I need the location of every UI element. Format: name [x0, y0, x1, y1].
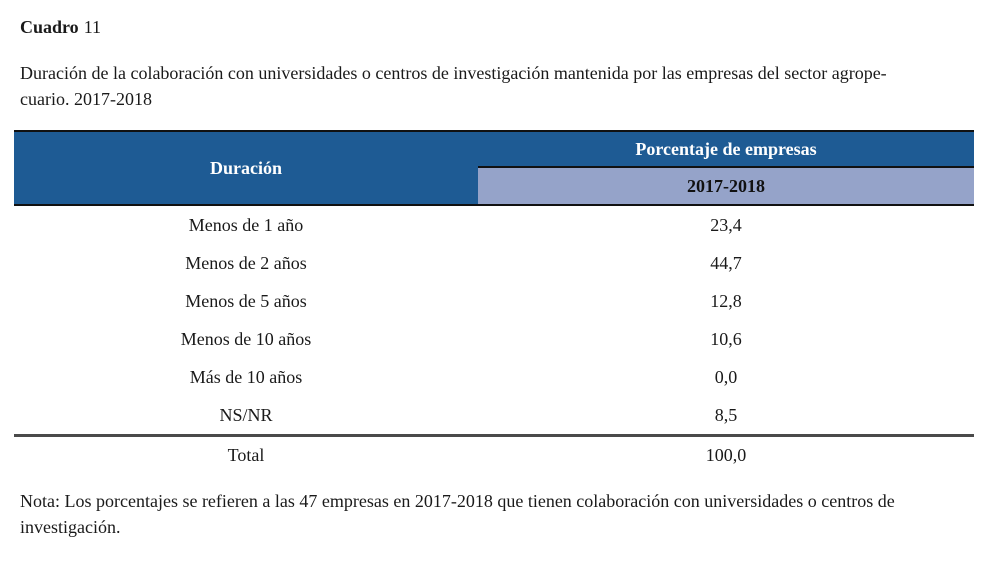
- row-label: Menos de 10 años: [180, 328, 312, 349]
- header-cell-period: 2017-2018: [478, 168, 974, 204]
- note-line-1: Nota: Los porcentajes se refieren a las …: [20, 491, 895, 511]
- data-table: Duración Porcentaje de empresas 2017-201…: [14, 130, 974, 474]
- row-value: 8,5: [714, 404, 738, 425]
- header-right-group: Porcentaje de empresas 2017-2018: [478, 132, 974, 204]
- subtitle-line-1: Duración de la colaboración con universi…: [20, 63, 887, 83]
- table-body: Menos de 1 año 23,4 Menos de 2 años 44,7…: [14, 206, 974, 474]
- note-line-2: investigación.: [20, 517, 121, 537]
- row-value: 0,0: [714, 366, 738, 387]
- table-row: Menos de 2 años 44,7: [14, 244, 974, 282]
- caption-number: 11: [83, 17, 102, 37]
- table-caption: Cuadro 11: [20, 16, 988, 38]
- header-cell-porcentaje: Porcentaje de empresas: [478, 132, 974, 168]
- table-header: Duración Porcentaje de empresas 2017-201…: [14, 130, 974, 206]
- table-total-row: Total 100,0: [14, 434, 974, 474]
- row-label: Menos de 5 años: [185, 290, 307, 311]
- table-subtitle: Duración de la colaboración con universi…: [20, 60, 980, 112]
- total-value: 100,0: [705, 445, 747, 465]
- table-row: Más de 10 años 0,0: [14, 358, 974, 396]
- table-row: Menos de 10 años 10,6: [14, 320, 974, 358]
- table-note: Nota: Los porcentajes se refieren a las …: [20, 488, 988, 540]
- row-label: Más de 10 años: [189, 366, 303, 387]
- row-value: 44,7: [710, 252, 742, 273]
- caption-word: Cuadro: [20, 17, 79, 37]
- row-value: 10,6: [710, 328, 742, 349]
- row-value: 12,8: [710, 290, 742, 311]
- header-cell-duracion: Duración: [14, 132, 478, 204]
- row-label: Menos de 2 años: [185, 252, 307, 273]
- table-row: Menos de 1 año 23,4: [14, 206, 974, 244]
- table-row: Menos de 5 años 12,8: [14, 282, 974, 320]
- row-label: Menos de 1 año: [188, 214, 304, 235]
- subtitle-line-2: cuario. 2017-2018: [20, 89, 152, 109]
- row-value: 23,4: [710, 214, 742, 235]
- total-label: Total: [227, 445, 265, 465]
- row-label: NS/NR: [219, 404, 273, 425]
- table-row: NS/NR 8,5: [14, 396, 974, 434]
